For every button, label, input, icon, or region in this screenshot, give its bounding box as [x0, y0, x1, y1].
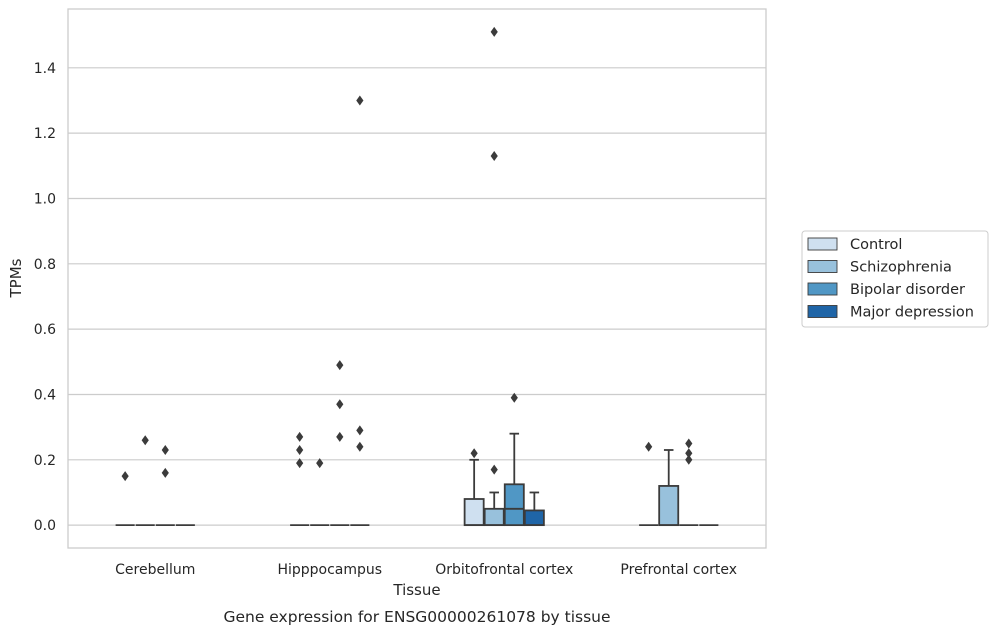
- x-tick-label: Cerebellum: [115, 562, 195, 578]
- chart-caption: Gene expression for ENSG00000261078 by t…: [223, 608, 610, 626]
- x-tick-label: Orbitofrontal cortex: [435, 562, 573, 578]
- box-group: [115, 471, 135, 527]
- box-group: [658, 449, 680, 527]
- y-tick-label: 1.4: [34, 61, 56, 77]
- legend-frame: [801, 230, 989, 328]
- y-axis-title: TPMs: [7, 258, 25, 298]
- outlier-point: [356, 441, 364, 452]
- legend-swatch: [807, 282, 838, 296]
- box: [658, 485, 680, 527]
- box-group: [679, 438, 699, 527]
- x-tick-label: Prefrontal cortex: [620, 562, 737, 578]
- box: [483, 507, 505, 527]
- outlier-point: [336, 399, 344, 410]
- x-tick-label: Hipppocampus: [277, 562, 382, 578]
- box-group: [483, 26, 505, 527]
- outlier-point: [470, 448, 478, 459]
- outlier-point: [490, 26, 498, 37]
- legend: Control Schizophrenia Bipolar disorder Majo…: [801, 230, 989, 328]
- outlier-point: [161, 467, 169, 478]
- box-group: [463, 448, 485, 527]
- box-group: [503, 392, 525, 527]
- outlier-point: [490, 464, 498, 475]
- box-group: [639, 441, 659, 527]
- box: [463, 498, 485, 527]
- y-tick-label: 0.6: [34, 322, 56, 338]
- outlier-point: [141, 435, 149, 446]
- plot-frame: [67, 8, 767, 549]
- outlier-point: [490, 151, 498, 161]
- outlier-point: [296, 458, 304, 469]
- legend-label: Schizophrenia: [850, 260, 952, 276]
- y-tick-label: 0.8: [34, 257, 56, 273]
- x-tick-labels: Cerebellum Hipppocampus Orbitofrontal cort…: [115, 562, 737, 578]
- outlier-point: [336, 431, 344, 442]
- outlier-point: [645, 441, 653, 452]
- y-tick-label: 0.2: [34, 453, 56, 469]
- outlier-point: [356, 425, 364, 436]
- outlier-point: [161, 445, 169, 455]
- box-group: [523, 491, 545, 527]
- plot-boxes: [115, 26, 719, 527]
- outlier-point: [316, 458, 324, 469]
- outlier-point: [685, 454, 693, 465]
- legend-label: Bipolar disorder: [850, 282, 965, 298]
- legend-swatch: [807, 260, 838, 273]
- y-tick-label: 1.0: [34, 191, 56, 207]
- legend-swatch: [807, 237, 838, 251]
- outlier-point: [510, 392, 518, 403]
- y-tick-label: 1.2: [34, 126, 56, 142]
- y-tick-labels: 0.0 0.2 0.4 0.6 0.8 1.0 1.2 1.4: [34, 61, 56, 534]
- legend-swatch: [807, 305, 838, 318]
- legend-label: Control: [850, 237, 902, 253]
- outlier-point: [121, 471, 129, 482]
- outlier-point: [296, 431, 304, 442]
- box: [503, 483, 525, 527]
- box-group: [290, 431, 310, 527]
- outlier-point: [685, 448, 693, 459]
- box-group: [350, 95, 370, 527]
- y-tick-label: 0.0: [34, 518, 56, 534]
- box: [523, 509, 545, 527]
- box-group: [310, 458, 330, 527]
- outlier-point: [356, 95, 364, 106]
- box-group: [135, 435, 155, 527]
- box-group: [330, 360, 350, 527]
- x-axis-title: Tissue: [392, 581, 440, 599]
- outlier-point: [685, 438, 693, 449]
- outlier-point: [296, 445, 304, 455]
- outlier-point: [336, 360, 344, 371]
- box-group: [155, 445, 175, 527]
- y-tick-label: 0.4: [34, 387, 56, 403]
- legend-label: Major depression: [850, 305, 974, 321]
